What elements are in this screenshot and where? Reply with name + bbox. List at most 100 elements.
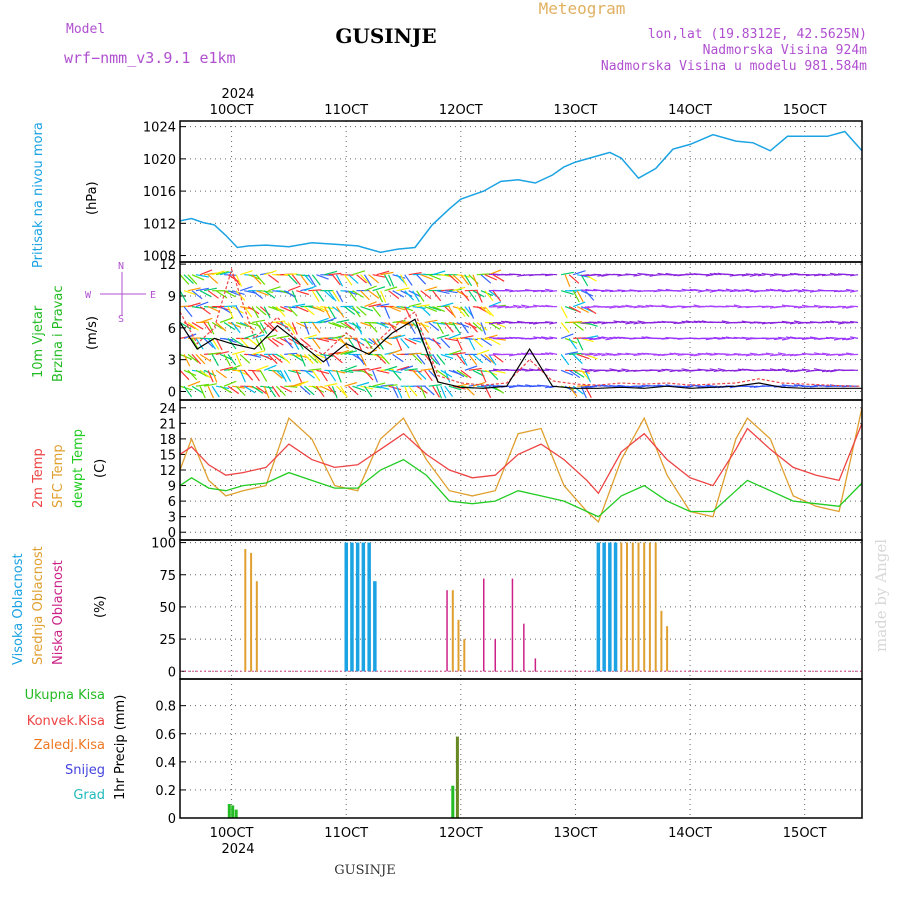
wind-arrow <box>568 274 580 284</box>
wind-arrow <box>215 322 227 332</box>
wind-arrow <box>219 385 232 394</box>
wind-arrow <box>191 353 202 365</box>
wind-arrow <box>460 290 470 302</box>
wind-arrow <box>545 385 554 389</box>
wind-arrow <box>821 369 830 373</box>
wind-arrow <box>589 352 598 355</box>
wind-arrow <box>448 385 462 391</box>
mid_cloud-bar <box>654 542 657 672</box>
wind-arrow <box>199 269 213 276</box>
wind-arrow <box>368 322 378 333</box>
cloud-ylabel-1: Visoka Oblacnost <box>11 553 26 665</box>
wind-arrow <box>187 322 199 331</box>
mid_cloud-bar <box>451 590 454 672</box>
wind-arrow <box>424 385 435 396</box>
wind-arrow <box>284 273 298 276</box>
total-precip-bar <box>231 805 235 818</box>
wind-arrow <box>850 274 859 277</box>
wind-arrow <box>420 274 434 280</box>
wind-arrow <box>339 385 348 398</box>
wind-arrow <box>187 274 198 285</box>
wind-arrow <box>424 369 433 382</box>
wind-arrow <box>549 352 558 355</box>
wind-arrow <box>609 336 618 339</box>
wind-arrow <box>332 321 345 328</box>
wind-arrow <box>215 338 223 351</box>
wind-arrow <box>625 321 634 325</box>
wind-arrow <box>597 352 606 355</box>
wind-arrow <box>187 380 201 387</box>
wind-arrow <box>364 369 374 381</box>
wind-arrow <box>215 351 229 355</box>
wind-arrow <box>733 353 742 355</box>
wind-arrow <box>476 337 490 341</box>
wind-arrow <box>235 274 243 287</box>
wind-arrow <box>271 385 281 398</box>
wind-arrow <box>352 385 366 392</box>
wind-arrow <box>436 290 450 294</box>
wind-arrow <box>789 321 798 325</box>
top-day-label-2: 12OCT <box>439 103 483 118</box>
wind-arrow <box>344 381 358 387</box>
wind-arrow <box>541 305 550 308</box>
precip-legend-snow: Snijeg <box>65 763 105 778</box>
wind-arrow <box>597 336 606 339</box>
wind-arrow <box>560 290 574 295</box>
wind-arrow <box>677 369 686 372</box>
wind-arrow <box>793 320 802 324</box>
wind-arrow <box>292 381 305 387</box>
wind-arrow <box>577 274 591 278</box>
wind-arrow <box>436 334 450 339</box>
wind-arrow <box>388 369 402 374</box>
wind-arrow <box>211 338 220 350</box>
wind-arrow <box>412 353 423 364</box>
wind-arrow <box>621 305 630 308</box>
wind-arrow <box>400 306 414 312</box>
wind-arrow <box>380 337 393 346</box>
wind-arrow <box>248 353 262 358</box>
wind-arrow <box>195 353 206 365</box>
wind-arrow <box>452 369 465 378</box>
mslp-line <box>179 130 863 254</box>
wind-arrow <box>641 336 650 339</box>
wind-arrow <box>323 290 335 301</box>
wind-arrow <box>733 304 742 308</box>
wind-arrow <box>653 290 662 293</box>
wind-arrow <box>448 306 457 319</box>
wind-arrow <box>713 272 722 276</box>
wind-arrow <box>525 369 534 372</box>
high_cloud-bar <box>613 542 618 672</box>
wind-arrow <box>633 306 642 309</box>
wind-arrow <box>268 286 281 292</box>
wind-arrow <box>705 288 714 292</box>
wind-arrow <box>420 385 427 399</box>
wind-arrow <box>472 381 486 387</box>
wind-arrow <box>207 370 214 383</box>
wind-arrow <box>581 274 590 277</box>
wind-arrow <box>211 354 219 366</box>
wind-arrow <box>279 370 287 383</box>
wind-arrow <box>364 285 377 292</box>
wind-unit: (m/s) <box>85 316 100 350</box>
wind-tick-label-0: 0 <box>168 386 176 401</box>
wind-arrow <box>223 380 237 387</box>
wind-arrow <box>268 369 282 372</box>
wind-arrow <box>295 370 303 383</box>
mid_cloud-bar <box>463 639 466 672</box>
wind-arrow <box>335 274 344 287</box>
wind-arrow <box>845 337 855 341</box>
wind-arrow <box>316 369 330 375</box>
cloud-tick-label-4: 100 <box>151 537 176 552</box>
bottom-day-label-1: 11OCT <box>324 826 368 841</box>
wind-arrow <box>789 305 798 308</box>
wind-arrow <box>613 305 622 308</box>
precip-legend-frz: Zaledj.Kisa <box>34 738 105 753</box>
wind-arrow <box>581 385 590 388</box>
wind-arrow <box>460 369 472 379</box>
wind-arrow <box>259 370 268 382</box>
wind-arrow <box>813 304 822 308</box>
wind-arrow <box>392 353 404 363</box>
wind-arrow <box>456 274 470 278</box>
high_cloud-bar <box>373 581 377 672</box>
precip-tick-label-2: 0.4 <box>155 756 176 771</box>
